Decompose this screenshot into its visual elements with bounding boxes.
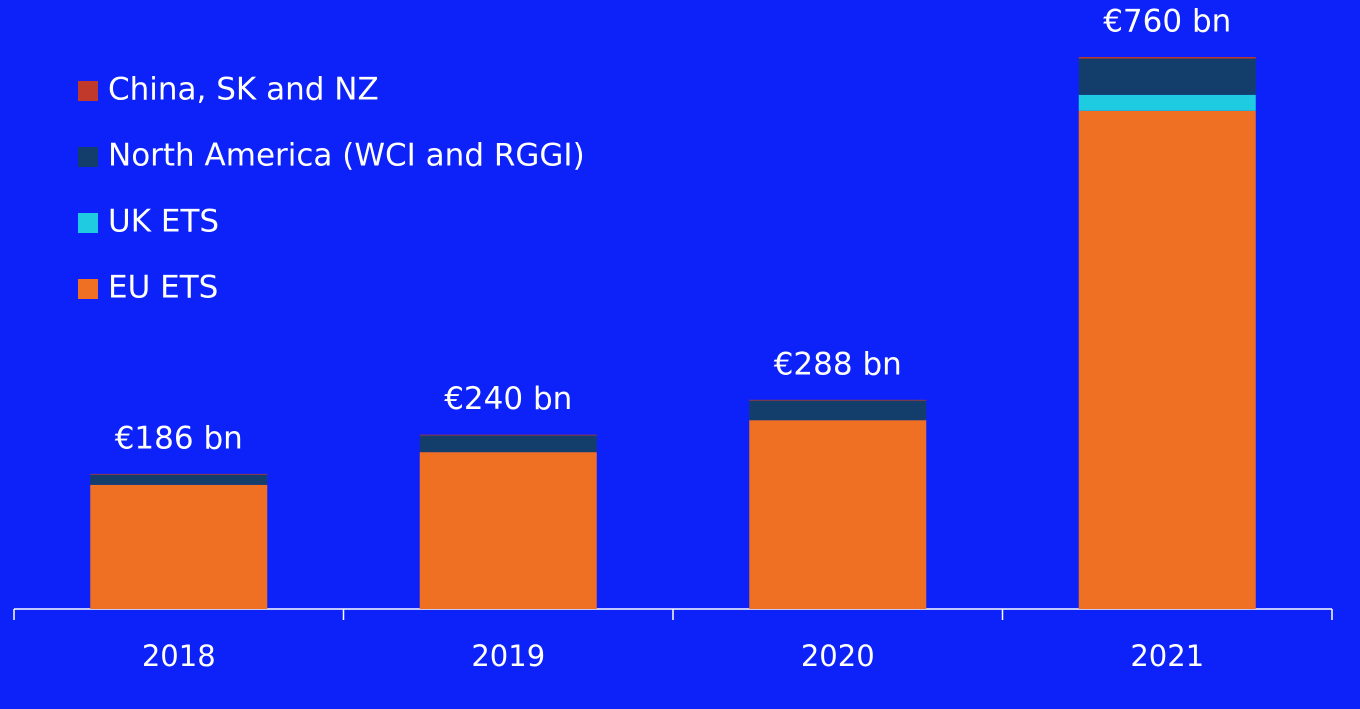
bar-segment: [1078, 94, 1256, 111]
bar-segment: [419, 434, 597, 436]
legend-swatch: [78, 213, 98, 233]
bar-segment: [1078, 110, 1256, 609]
total-label: €186 bn: [115, 420, 243, 456]
x-tick-label: 2020: [801, 639, 875, 673]
bar-segment: [749, 420, 927, 609]
x-tick-label: 2019: [471, 639, 545, 673]
total-label: €240 bn: [444, 381, 572, 417]
x-tick-label: 2018: [142, 639, 216, 673]
bar-segment: [1078, 58, 1256, 95]
bar-segment: [419, 435, 597, 453]
total-label: €288 bn: [774, 346, 902, 382]
legend-label: UK ETS: [108, 204, 219, 240]
x-tick-label: 2021: [1130, 639, 1204, 673]
legend-swatch: [78, 279, 98, 299]
bar-segment: [749, 400, 927, 421]
legend-label: China, SK and NZ: [108, 72, 379, 108]
legend-label: North America (WCI and RGGI): [108, 138, 585, 174]
bar-segment: [749, 399, 927, 401]
bar-segment: [419, 452, 597, 609]
bar-segment: [1078, 57, 1256, 59]
total-label: €760 bn: [1103, 4, 1231, 40]
legend-label: EU ETS: [108, 270, 218, 306]
bar-segment: [90, 473, 268, 475]
bar-segment: [90, 474, 268, 485]
legend-swatch: [78, 147, 98, 167]
bar-segment: [90, 484, 268, 609]
legend-swatch: [78, 81, 98, 101]
